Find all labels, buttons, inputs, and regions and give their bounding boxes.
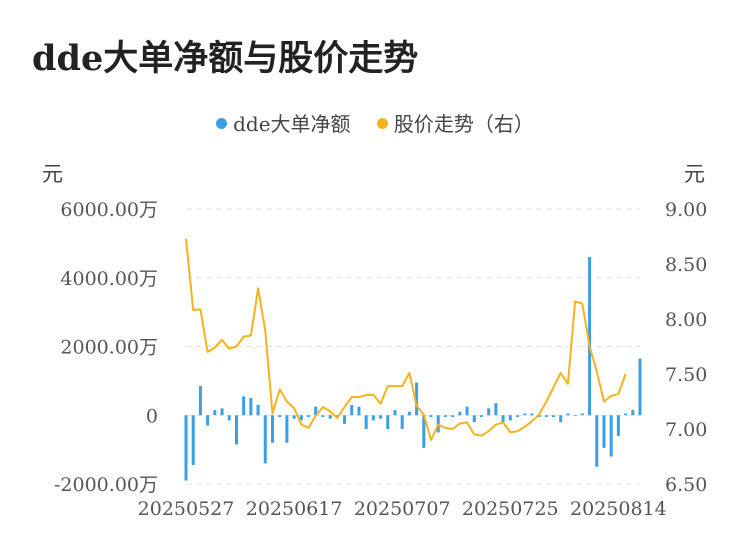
right-tick-label: 7.50 [665, 364, 707, 386]
dde-bar [508, 415, 512, 421]
dde-bar [335, 415, 339, 417]
right-axis-unit: 元 [684, 162, 705, 186]
legend: dde大单净额 股价走势（右） [0, 108, 750, 137]
dde-bar [314, 406, 318, 416]
x-tick-label: 20250527 [138, 498, 235, 520]
dde-bar [544, 415, 548, 417]
dde-bar [299, 415, 303, 421]
legend-item-price[interactable]: 股价走势（右） [376, 108, 534, 137]
dde-bar [364, 415, 368, 429]
dde-bar [515, 415, 519, 417]
dde-bar [443, 415, 447, 417]
left-tick-label: -2000.00万 [54, 474, 158, 496]
dde-bar [242, 396, 246, 416]
dde-bar [530, 413, 534, 416]
right-tick-label: 8.00 [665, 309, 707, 331]
dde-bar [249, 398, 253, 416]
dde-bar [234, 415, 238, 445]
dde-bar [472, 415, 476, 423]
dde-bar [451, 415, 455, 417]
legend-label-dde: dde大单净额 [233, 112, 351, 136]
dde-bar [616, 415, 620, 436]
dde-bar [458, 411, 462, 416]
right-tick-label: 6.50 [665, 474, 707, 496]
dde-bar [624, 413, 628, 416]
left-tick-label: 4000.00万 [60, 268, 158, 290]
legend-label-price: 股价走势（右） [393, 112, 534, 136]
dde-bar [422, 415, 426, 448]
left-tick-label: 6000.00万 [60, 199, 158, 221]
dde-bar [573, 415, 577, 417]
left-tick-label: 2000.00万 [60, 337, 158, 359]
dde-bar [609, 415, 613, 457]
x-tick-label: 20250725 [462, 498, 559, 520]
dde-bar [191, 415, 195, 466]
left-axis-unit: 元 [42, 162, 63, 186]
dde-bar [220, 408, 224, 416]
dde-bar [321, 415, 325, 417]
price-line [185, 238, 627, 441]
dde-bar [357, 406, 361, 416]
legend-dot-icon [216, 118, 228, 129]
dde-bar [631, 410, 635, 416]
dde-bar [198, 386, 202, 416]
dde-bar [285, 415, 289, 443]
dde-bar [552, 415, 556, 417]
dde-bar [371, 415, 375, 421]
dde-bar [588, 257, 592, 416]
right-tick-label: 7.00 [665, 419, 707, 441]
x-tick-label: 20250814 [570, 498, 667, 520]
dde-bar [386, 415, 390, 429]
dde-bar [292, 415, 296, 419]
dde-bar [270, 415, 274, 443]
dde-bar [595, 415, 599, 467]
dde-bar [487, 408, 491, 416]
dde-bar [379, 415, 383, 419]
dde-bar [328, 415, 332, 419]
legend-dot-icon [376, 118, 388, 129]
dde-bar [184, 415, 188, 481]
dde-bar [638, 358, 642, 416]
dde-bar [501, 415, 505, 423]
right-tick-label: 9.00 [665, 199, 707, 221]
dde-bar [537, 415, 541, 417]
right-tick-label: 8.50 [665, 254, 707, 276]
dde-bar [206, 415, 210, 426]
legend-item-dde[interactable]: dde大单净额 [216, 108, 351, 137]
dde-bar [523, 413, 527, 416]
dde-bar [479, 415, 483, 417]
dde-bar [227, 415, 231, 421]
dde-bar [407, 411, 411, 416]
dde-bar [429, 415, 433, 417]
dde-bar [580, 413, 584, 416]
dde-bar [343, 415, 347, 424]
dde-bar [494, 403, 498, 416]
x-tick-label: 20250617 [246, 498, 343, 520]
dde-bar [307, 415, 311, 417]
dde-bar [400, 415, 404, 429]
dde-bar [213, 410, 217, 416]
dde-bar [566, 413, 570, 416]
dde-bar [559, 415, 563, 423]
dde-bar [465, 406, 469, 416]
x-tick-label: 20250707 [354, 498, 451, 520]
dde-bar [415, 382, 419, 416]
chart-title: dde大单净额与股价走势 [32, 38, 419, 79]
dde-bar [278, 415, 282, 417]
dde-bar [263, 415, 267, 464]
dde-bar [602, 415, 606, 448]
dde-bar [350, 404, 354, 416]
left-tick-label: 0 [146, 405, 158, 427]
dde-bar [393, 410, 397, 416]
dde-bar [256, 404, 260, 416]
